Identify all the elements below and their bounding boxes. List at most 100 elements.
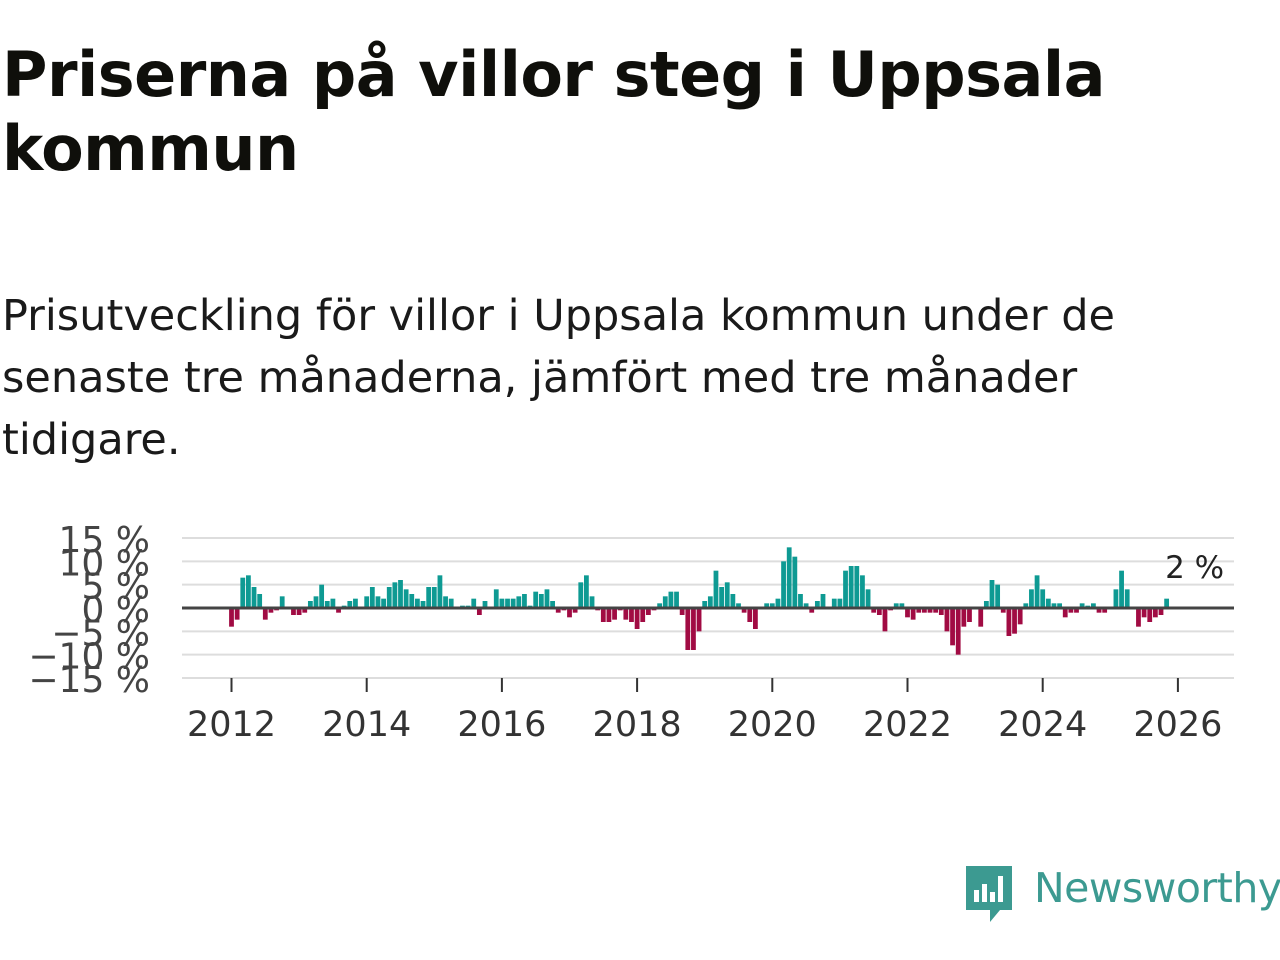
bar bbox=[820, 594, 826, 608]
bar bbox=[240, 577, 246, 608]
bar bbox=[910, 608, 916, 620]
bar bbox=[369, 587, 375, 608]
bar bbox=[296, 608, 302, 615]
bar bbox=[989, 580, 995, 608]
bar bbox=[398, 580, 403, 608]
bar bbox=[674, 591, 679, 608]
bar bbox=[1006, 608, 1012, 636]
bar bbox=[730, 594, 736, 608]
bar bbox=[471, 598, 477, 608]
bar bbox=[313, 596, 319, 608]
y-tick-label: −5 % bbox=[51, 613, 150, 654]
bar bbox=[724, 582, 730, 608]
bar bbox=[353, 598, 358, 608]
bar bbox=[1029, 589, 1034, 608]
y-axis: −15 %−10 %−5 %0 %5 %10 %15 % bbox=[28, 520, 150, 701]
bar bbox=[645, 608, 651, 615]
bar bbox=[967, 608, 972, 622]
bar bbox=[482, 601, 488, 608]
bar bbox=[1079, 603, 1085, 608]
bar bbox=[1000, 608, 1006, 613]
bar bbox=[702, 601, 708, 608]
bar bbox=[505, 598, 510, 608]
bar bbox=[893, 603, 899, 608]
bar bbox=[1017, 608, 1023, 625]
bar bbox=[876, 608, 882, 615]
bar bbox=[629, 608, 634, 622]
bar bbox=[916, 608, 922, 613]
bar bbox=[769, 603, 775, 608]
bar bbox=[1164, 598, 1170, 608]
bar bbox=[843, 570, 848, 608]
bar bbox=[589, 596, 595, 608]
bar bbox=[347, 601, 353, 608]
bar bbox=[1158, 608, 1164, 615]
bar bbox=[516, 596, 522, 608]
bar bbox=[814, 601, 820, 608]
brand-name: Newsworthy bbox=[1034, 864, 1280, 912]
bar bbox=[955, 608, 961, 655]
bar bbox=[707, 596, 713, 608]
bar bbox=[291, 608, 296, 615]
bar bbox=[837, 598, 843, 608]
bar bbox=[533, 591, 539, 608]
bar bbox=[792, 556, 798, 608]
bar bbox=[736, 603, 741, 608]
bar bbox=[685, 608, 691, 650]
bar bbox=[555, 608, 561, 613]
bar bbox=[905, 608, 910, 618]
bar bbox=[995, 584, 1001, 608]
bar bbox=[798, 594, 803, 608]
bar bbox=[1045, 598, 1051, 608]
bar bbox=[1074, 608, 1079, 613]
bar bbox=[510, 598, 516, 608]
bar bbox=[1062, 608, 1068, 618]
bar bbox=[927, 608, 933, 613]
bar bbox=[319, 584, 325, 608]
x-tick-label: 2018 bbox=[593, 705, 682, 745]
x-tick-label: 2024 bbox=[998, 705, 1087, 745]
bar bbox=[1057, 603, 1062, 608]
bar bbox=[1113, 589, 1119, 608]
bar bbox=[983, 601, 989, 608]
bar bbox=[1124, 589, 1130, 608]
bar bbox=[381, 598, 386, 608]
bar bbox=[1102, 608, 1108, 613]
bar bbox=[229, 608, 234, 627]
chart-subtitle: Prisutveckling för villor i Uppsala komm… bbox=[2, 291, 1115, 465]
bar bbox=[567, 608, 572, 618]
bar bbox=[251, 587, 257, 608]
x-tick-label: 2020 bbox=[728, 705, 817, 745]
bar bbox=[420, 601, 426, 608]
bar bbox=[623, 608, 629, 620]
bar bbox=[871, 608, 877, 613]
bar bbox=[978, 608, 984, 627]
last-value-label: 2 % bbox=[1165, 550, 1224, 586]
bar bbox=[268, 608, 274, 613]
bar bbox=[713, 570, 719, 608]
bar bbox=[691, 608, 696, 650]
y-tick-label: 0 % bbox=[81, 590, 150, 631]
bar bbox=[375, 596, 381, 608]
bar bbox=[696, 608, 702, 632]
bar bbox=[1023, 603, 1029, 608]
bar bbox=[764, 603, 770, 608]
bars bbox=[229, 547, 1170, 655]
bar bbox=[1141, 608, 1147, 618]
bar bbox=[431, 587, 437, 608]
bar bbox=[403, 589, 409, 608]
bar bbox=[899, 603, 905, 608]
bar bbox=[803, 603, 809, 608]
bar bbox=[437, 575, 443, 608]
bar bbox=[933, 608, 939, 613]
bar bbox=[612, 608, 617, 620]
bar bbox=[1091, 603, 1096, 608]
bar bbox=[719, 587, 724, 608]
bar bbox=[809, 608, 815, 613]
bar bbox=[944, 608, 950, 632]
bar bbox=[657, 603, 663, 608]
x-tick-label: 2022 bbox=[863, 705, 952, 745]
bar bbox=[538, 594, 544, 608]
bar bbox=[386, 587, 392, 608]
bar bbox=[443, 596, 448, 608]
